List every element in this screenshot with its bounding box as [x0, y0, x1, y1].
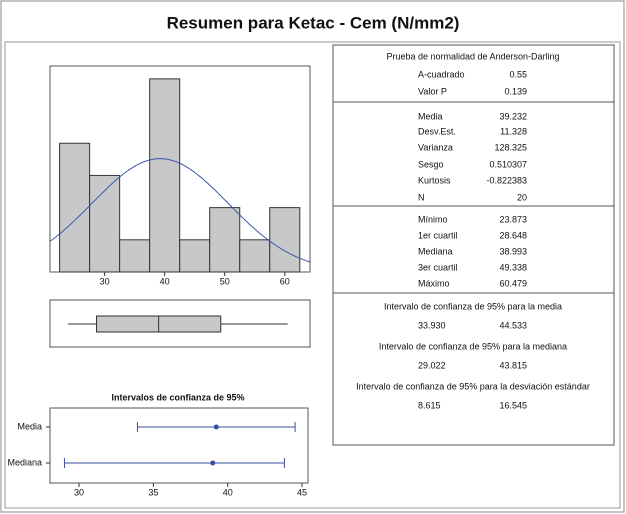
y-category-label: Mediana: [7, 457, 42, 467]
stat-label: Mínimo: [418, 214, 448, 224]
interval-label: Intervalo de confianza de 95% para la me…: [379, 341, 567, 351]
stat-label: Sesgo: [418, 159, 444, 169]
x-tick-label: 45: [297, 487, 307, 497]
stat-label: 1er cuartil: [418, 230, 458, 240]
interval-low: 29.022: [418, 360, 446, 370]
stat-label: Mediana: [418, 246, 453, 256]
page-title: Resumen para Ketac - Cem (N/mm2): [167, 13, 460, 32]
stat-value: -0.822383: [486, 175, 527, 185]
histogram-bar: [179, 239, 211, 273]
stat-label: 3er cuartil: [418, 262, 458, 272]
x-tick-label: 40: [223, 487, 233, 497]
y-category-label: Media: [17, 421, 42, 431]
histogram-bar: [149, 78, 181, 273]
inner-frame: [4, 41, 621, 509]
x-tick-label: 60: [280, 276, 290, 286]
normal-curve: [49, 158, 311, 263]
stat-label: Desv.Est.: [418, 126, 456, 136]
interval-low: 33.930: [418, 320, 446, 330]
x-tick-label: 50: [220, 276, 230, 286]
interval-high: 44.533: [499, 320, 527, 330]
stat-label: Máximo: [418, 278, 450, 288]
stat-value: 11.328: [500, 126, 527, 136]
stat-value: 0.510307: [489, 159, 527, 169]
stat-value: 20: [517, 192, 527, 202]
x-tick-label: 40: [160, 276, 170, 286]
stat-label: Kurtosis: [418, 175, 451, 185]
stat-label: A-cuadrado: [418, 69, 465, 79]
plot-frame: [49, 407, 309, 484]
plot-frame: [49, 299, 311, 348]
histogram-bar: [119, 239, 151, 273]
interval-low: 8.615: [418, 400, 441, 410]
stat-label: Media: [418, 111, 443, 121]
x-tick-label: 30: [74, 487, 84, 497]
x-tick-label: 35: [148, 487, 158, 497]
histogram-bar: [209, 207, 241, 273]
interval-high: 43.815: [499, 360, 527, 370]
interval-label: Intervalo de confianza de 95% para la me…: [384, 301, 562, 311]
stat-label: Varianza: [418, 142, 453, 152]
table-header: Prueba de normalidad de Anderson-Darling: [386, 51, 559, 61]
histogram-bar: [89, 174, 121, 273]
interval-label: Intervalo de confianza de 95% para la de…: [356, 381, 590, 391]
stat-value: 60.479: [499, 278, 527, 288]
summary-table: [332, 44, 615, 446]
histogram-bar: [269, 207, 301, 273]
stat-value: 128.325: [494, 142, 527, 152]
interval-high: 16.545: [499, 400, 527, 410]
stat-value: 38.993: [499, 246, 527, 256]
interval-title: Intervalos de confianza de 95%: [111, 392, 244, 402]
stat-value: 0.139: [504, 86, 527, 96]
stat-label: Valor P: [418, 86, 447, 96]
stat-value: 28.648: [499, 230, 527, 240]
ci-point: [210, 460, 216, 466]
stat-value: 49.338: [499, 262, 527, 272]
stat-label: N: [418, 192, 425, 202]
histogram-bar: [59, 142, 91, 273]
histogram-bar: [239, 239, 271, 273]
stat-value: 23.873: [499, 214, 527, 224]
stat-value: 0.55: [509, 69, 527, 79]
x-tick-label: 30: [100, 276, 110, 286]
ci-point: [213, 424, 219, 430]
stat-value: 39.232: [499, 111, 527, 121]
